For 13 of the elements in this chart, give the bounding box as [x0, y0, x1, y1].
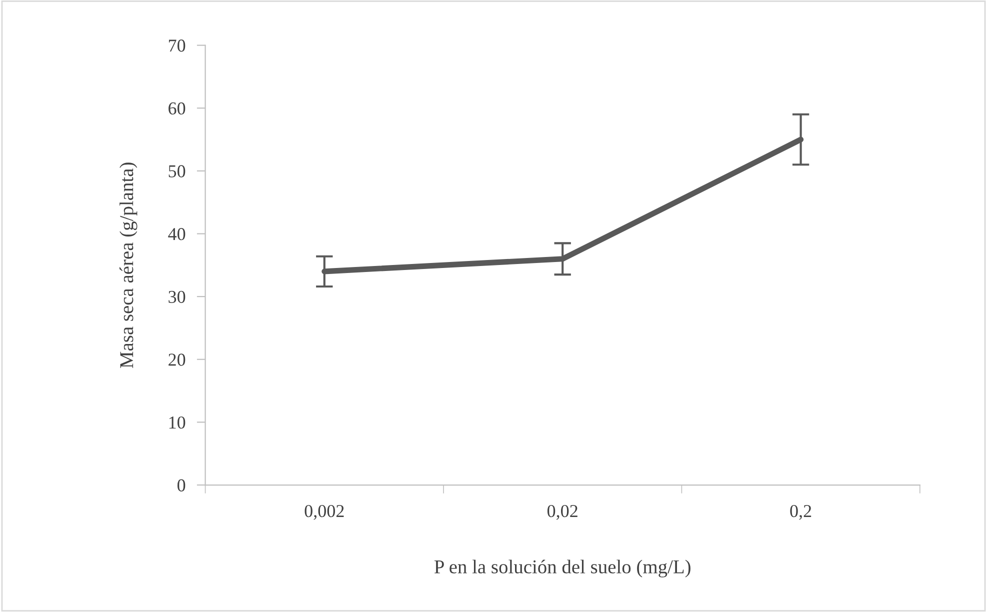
- y-axis-title: Masa seca aérea (g/planta): [120, 162, 138, 368]
- y-tick-label: 50: [168, 165, 186, 178]
- y-tick-label: 40: [168, 228, 186, 240]
- y-tick-label: 70: [168, 40, 186, 52]
- y-tick-label: 20: [168, 354, 186, 366]
- x-tick-label: 0,2: [790, 504, 812, 520]
- y-tick-label: 30: [168, 290, 186, 303]
- x-axis-title: P en la solución del suelo (mg/L): [434, 560, 690, 578]
- x-tick-label: 0,02: [547, 504, 578, 520]
- y-tick-label: 0: [178, 479, 186, 492]
- y-tick-label: 60: [168, 102, 186, 115]
- y-tick-label: 10: [169, 416, 186, 429]
- x-tick-label: 0,002: [304, 504, 344, 520]
